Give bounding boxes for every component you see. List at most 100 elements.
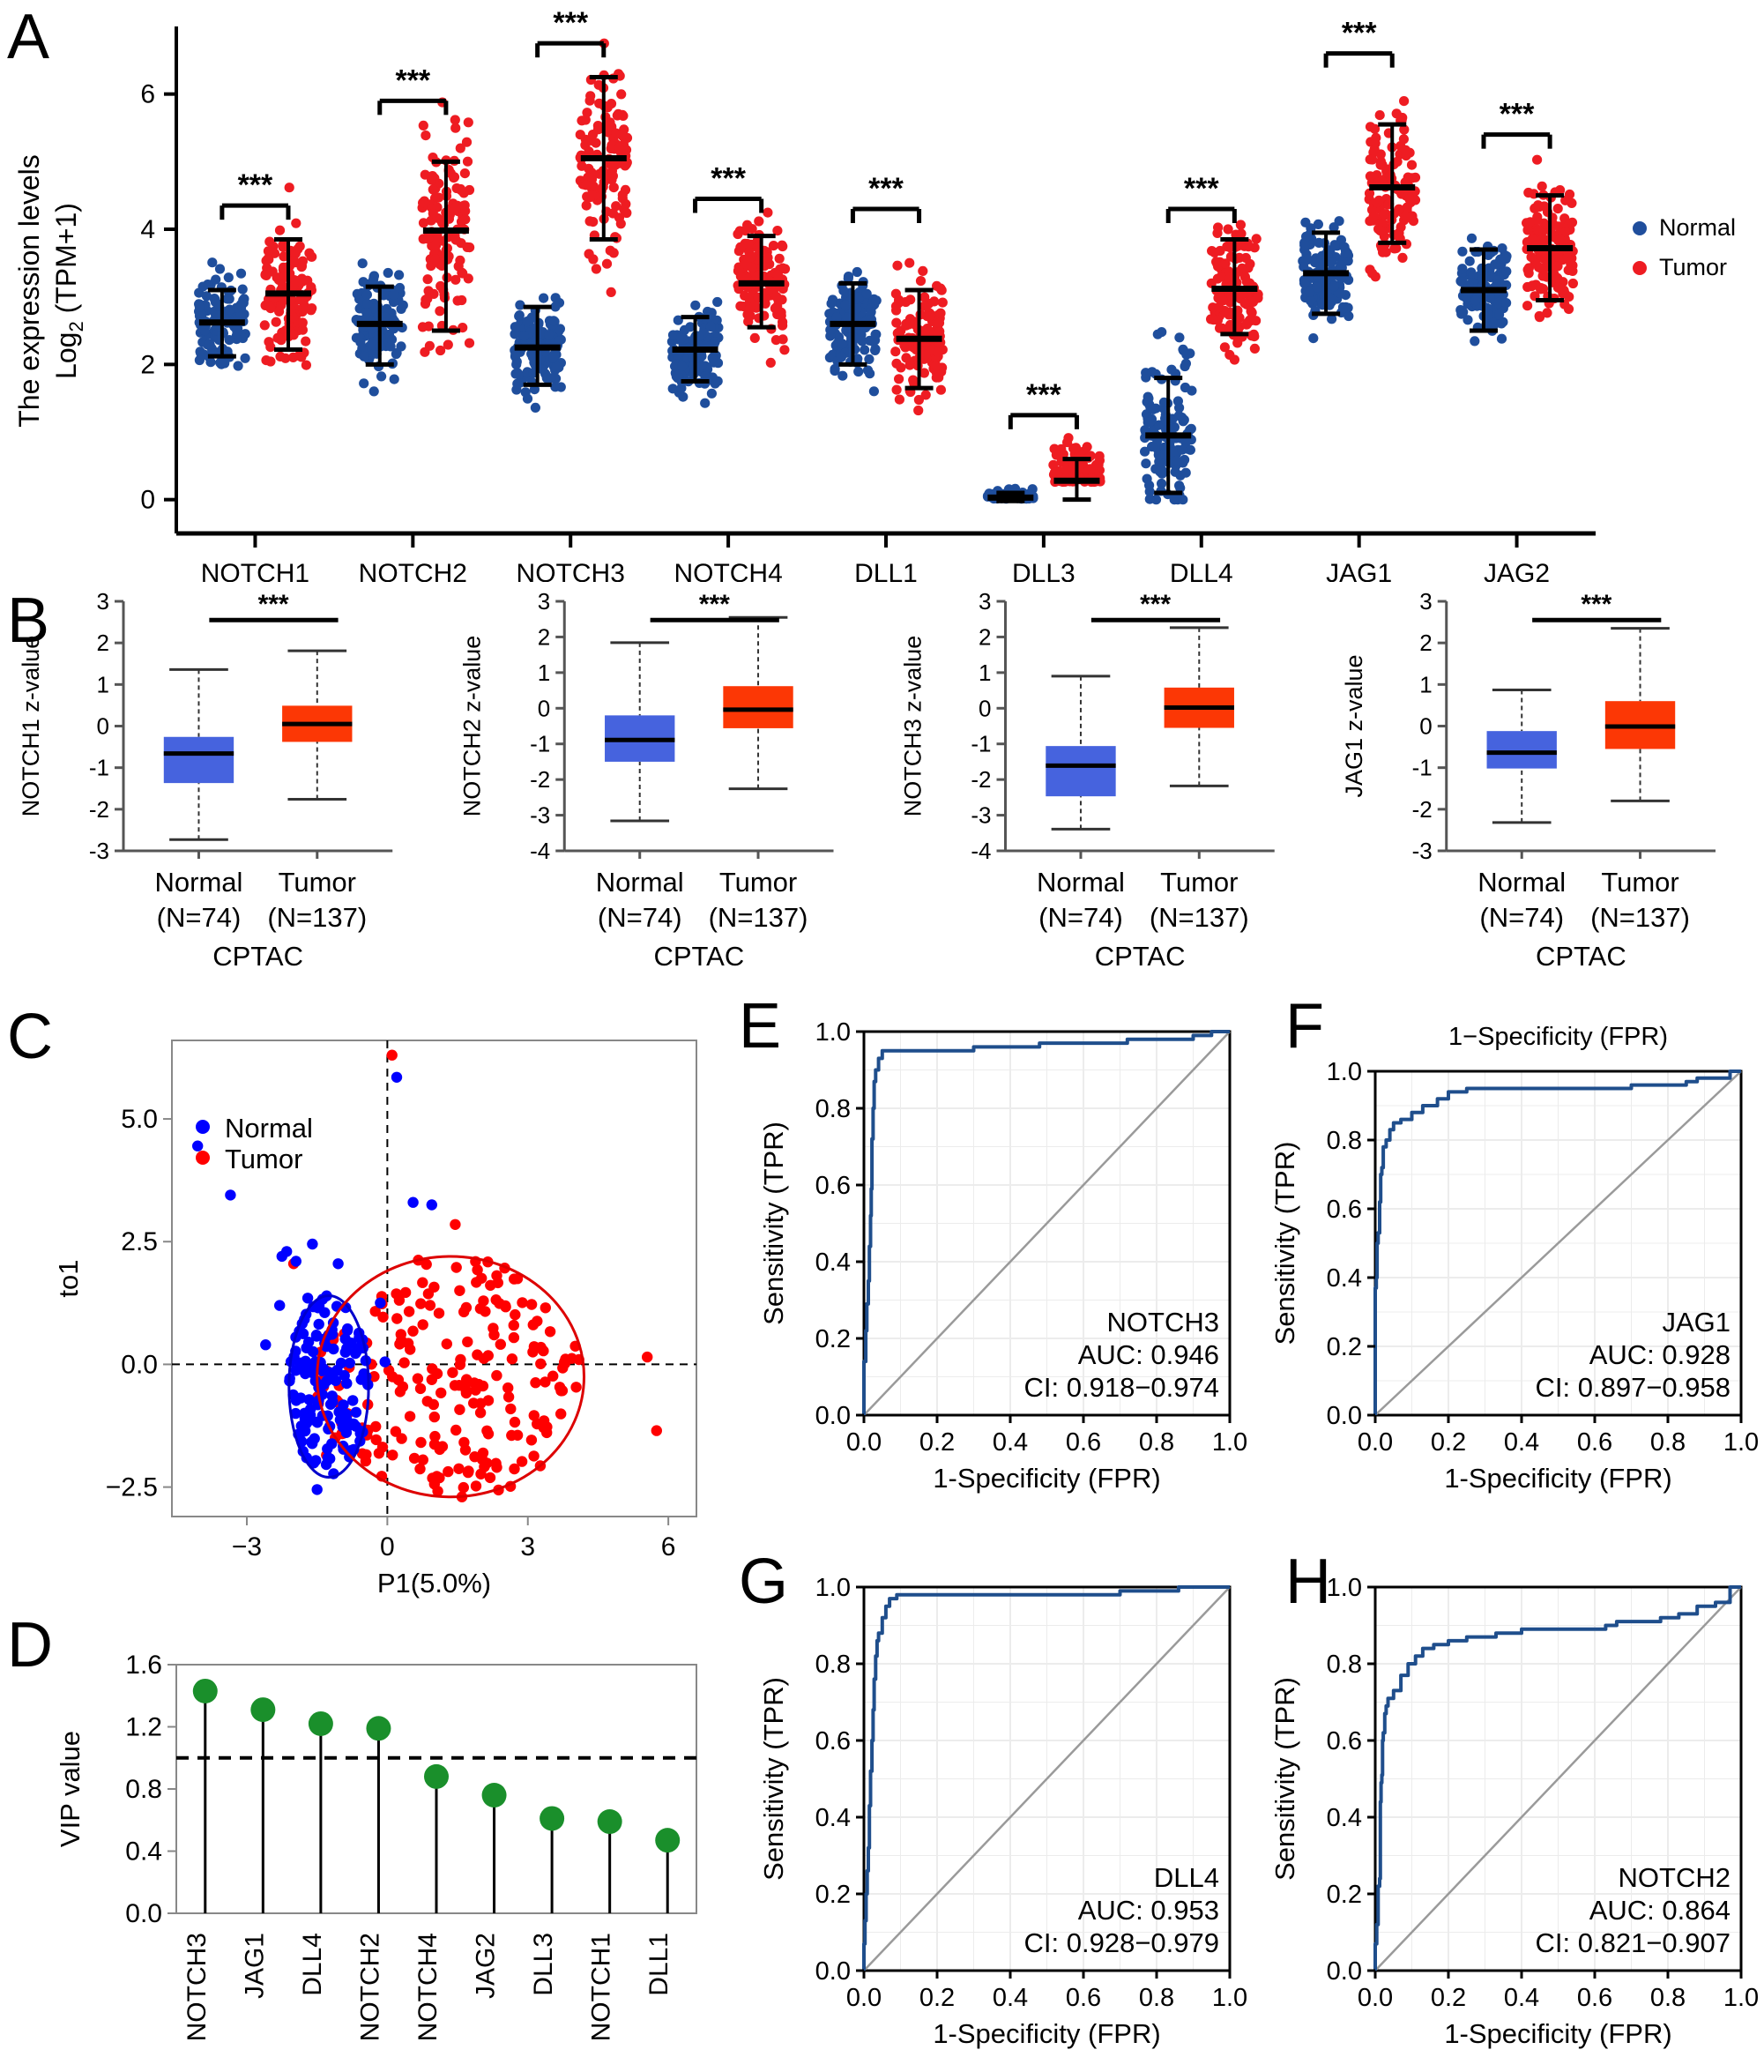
scatter-tumor-notch2 — [417, 97, 475, 357]
group-label: Tumor — [1160, 867, 1238, 898]
y-tick-label: 0.0 — [1327, 1957, 1362, 1986]
y-tick-label: 0.0 — [1327, 1402, 1362, 1430]
scatter-normal-notch3 — [510, 293, 567, 413]
svg-text:The expression levels: The expression levels — [13, 154, 45, 427]
y-tick-label: 2 — [140, 350, 155, 379]
y-tick-label: 1.0 — [815, 1574, 851, 1602]
panel-g: 0.0 0.2 0.4 0.6 0.8 1.0 0.0 0.2 0.4 0.6 0.8 1.0 1-Sp… — [732, 1534, 1252, 2072]
panel-g-plot: 0.0 0.2 0.4 0.6 0.8 1.0 0.0 0.2 0.4 0.6 0.8 1.0 1-Sp… — [758, 1574, 1247, 2049]
y-tick-label: -4 — [971, 838, 991, 864]
y-tick-label: −2.5 — [106, 1473, 158, 1502]
roc-gene-label: NOTCH2 — [1619, 1862, 1731, 1893]
x-tick-label: 0.6 — [1577, 1984, 1612, 2012]
y-tick-label: 1.0 — [815, 1018, 851, 1047]
roc-auc-label: AUC: 0.864 — [1589, 1895, 1731, 1926]
x-tick-label: 0.8 — [1139, 1428, 1174, 1457]
y-tick-label: 0.8 — [1327, 1127, 1362, 1155]
significance-bracket-jag1: *** — [1323, 17, 1395, 68]
roc-ci-label: CI: 0.897−0.958 — [1536, 1372, 1731, 1403]
x-tick-label: 0.2 — [919, 1984, 955, 2012]
x-axis-title: 1-Specificity (FPR) — [933, 2018, 1160, 2049]
y-tick-label: 2 — [979, 623, 991, 650]
gene-label-jag2: JAG2 — [1484, 559, 1550, 582]
scatter-tumor-notch3 — [575, 38, 633, 297]
scatter-normal — [192, 1071, 437, 1495]
significance-stars: *** — [258, 590, 289, 619]
y-tick-label: 0 — [140, 486, 155, 515]
roc-gene-label: JAG1 — [1662, 1307, 1731, 1338]
gene-label-notch4: NOTCH4 — [674, 559, 782, 582]
marker — [597, 1809, 622, 1835]
x-tick-label: 0.4 — [1504, 1428, 1539, 1457]
x-tick-label: 1.0 — [1723, 1428, 1759, 1457]
x-tick-label: 0.4 — [1504, 1984, 1539, 2012]
significance-bar: *** — [1090, 590, 1221, 622]
y-tick-label: 1.2 — [125, 1713, 162, 1742]
y-tick-label: 3 — [1419, 588, 1432, 615]
significance-stars: *** — [868, 172, 904, 205]
gene-label-dll1: DLL1 — [854, 559, 918, 582]
y-tick-label: 0.2 — [815, 1325, 851, 1353]
x-tick-label: 0.2 — [919, 1428, 955, 1457]
y-tick-label: -2 — [89, 796, 109, 823]
group-n: (N=74) — [598, 902, 682, 933]
panel-d-plot: 1.6 1.2 0.8 0.4 0.0 VIP value NOTCH3 JAG1 DLL4 NO… — [55, 1651, 697, 2041]
y-tick-label: 0.0 — [125, 1899, 162, 1928]
x-axis-title: 1-Specificity (FPR) — [933, 1463, 1160, 1494]
box — [1046, 746, 1116, 797]
legend-label-normal: Normal — [225, 1113, 313, 1144]
group-label: Tumor — [279, 867, 356, 898]
roc-curve — [862, 1030, 1230, 1415]
group-label: Tumor — [719, 867, 797, 898]
y-tick-label: 0.8 — [125, 1775, 162, 1804]
panel-h-plot: 0.0 0.2 0.4 0.6 0.8 1.0 0.0 0.2 0.4 0.6 0.8 1.0 1-Sp… — [1269, 1574, 1759, 2049]
panel-top-title: 1−Specificity (FPR) — [1448, 1023, 1668, 1051]
significance-stars: *** — [699, 590, 730, 619]
y-tick-label: -3 — [971, 802, 991, 829]
diagonal-reference-line — [863, 1586, 1231, 1971]
x-axis-title: CPTAC — [653, 941, 744, 970]
y-tick-label: 0.0 — [815, 1402, 851, 1430]
legend-label-tumor: Tumor — [1659, 254, 1728, 280]
box — [1486, 731, 1557, 769]
significance-stars: *** — [395, 63, 430, 97]
y-tick-label: 3 — [979, 588, 991, 615]
y-axis-title: Sensitivity (TPR) — [758, 1122, 789, 1325]
x-tick-label: 0.2 — [1431, 1428, 1466, 1457]
x-tick-label: 0.0 — [846, 1984, 882, 2012]
x-tick-label-dll1: DLL1 — [644, 1933, 674, 1996]
significance-bracket-notch1: *** — [220, 168, 291, 220]
gene-label-notch3: NOTCH3 — [517, 559, 625, 582]
panel-b: 3 2 1 0 -1 -2 -3 NOTCH1 z-value Normal (N=74) Tumo… — [0, 582, 1764, 970]
gene-label-dll3: DLL3 — [1012, 559, 1076, 582]
x-tick-label-jag2: JAG2 — [472, 1933, 501, 1999]
lollipop-jag1 — [250, 1697, 276, 1913]
y-tick-label: 0.2 — [1327, 1881, 1362, 1909]
gene-label-notch2: NOTCH2 — [359, 559, 467, 582]
y-axis-title: Sensitivity (TPR) — [1269, 1677, 1300, 1881]
x-tick-label-dll4: DLL4 — [298, 1933, 327, 1996]
panel-e: 0.0 0.2 0.4 0.6 0.8 1.0 0.0 0.2 0.4 0.6 0.8 1.0 1-Sp… — [732, 979, 1252, 1543]
x-axis-title: 1-Specificity (FPR) — [1444, 1463, 1671, 1494]
significance-bracket-dll3: *** — [1008, 378, 1079, 429]
y-tick-label: 2 — [538, 623, 550, 650]
group-label: Normal — [1037, 867, 1125, 898]
group-n: (N=137) — [1590, 902, 1690, 933]
y-axis-title: NOTCH3 z-value — [900, 636, 927, 817]
lollipop-dll3 — [540, 1806, 565, 1913]
significance-bar: *** — [650, 590, 779, 622]
panel-a: 0 2 4 6 The expression levels Log2 (TPM+1) NOT… — [0, 0, 1604, 582]
group-n: (N=74) — [1038, 902, 1123, 933]
boxplot-notch2: 3 2 1 0 -1 -2 -3 -4 NOTCH2 z-value Normal (N=74) Tu… — [458, 588, 834, 970]
y-tick-label: 0.6 — [1327, 1727, 1362, 1755]
group-n: (N=137) — [709, 902, 808, 933]
marker — [308, 1711, 333, 1736]
roc-curve — [862, 1585, 1230, 1971]
y-tick-label: 0.2 — [815, 1881, 851, 1909]
y-axis-title: JAG1 z-value — [1341, 654, 1367, 797]
x-tick-label: −3 — [232, 1532, 262, 1561]
legend-item-normal: Normal — [1633, 214, 1736, 242]
lollipop-notch3 — [192, 1678, 218, 1913]
panel-letter-e: E — [739, 991, 782, 1062]
